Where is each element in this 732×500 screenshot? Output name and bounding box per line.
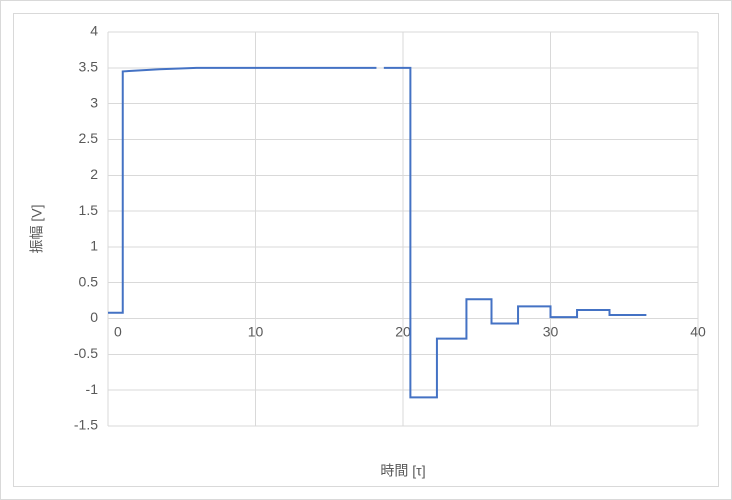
y-tick-label: 1	[90, 238, 98, 254]
y-tick-label: 1.5	[79, 202, 99, 218]
x-axis-label: 時間 [τ]	[380, 463, 425, 479]
series	[108, 68, 646, 398]
y-tick-label: 0.5	[79, 273, 99, 289]
chart-outer-frame: -1.5-1-0.500.511.522.533.54010203040振幅 […	[0, 0, 732, 500]
x-tick-label: 30	[543, 324, 559, 340]
x-tick-label: 10	[248, 324, 264, 340]
y-tick-label: -1	[86, 381, 99, 397]
y-tick-label: -0.5	[74, 345, 98, 361]
series-seg-1	[108, 68, 376, 313]
y-axis-label: 振幅 [V]	[29, 204, 45, 253]
y-tick-label: 4	[90, 23, 98, 39]
x-tick-label: 40	[690, 324, 706, 340]
y-tick-label: 0	[90, 309, 98, 325]
y-tick-label: 3.5	[79, 59, 99, 75]
grid	[108, 32, 698, 426]
series-seg-2	[384, 68, 647, 398]
y-tick-labels: -1.5 -1 -0.5 0 0.5 1 1.5 2 2.5 3 3.5 4	[74, 23, 98, 433]
x-tick-label: 20	[395, 324, 411, 340]
y-tick-label: -1.5	[74, 417, 98, 433]
y-tick-label: 2.5	[79, 130, 99, 146]
chart-inner-panel: -1.5-1-0.500.511.522.533.54010203040振幅 […	[13, 13, 719, 487]
y-tick-label: 2	[90, 166, 98, 182]
y-tick-label: 3	[90, 94, 98, 110]
x-tick-label: 0	[114, 324, 122, 340]
chart-svg: -1.5-1-0.500.511.522.533.54010203040振幅 […	[14, 14, 720, 488]
chart-plot-area: -1.5-1-0.500.511.522.533.54010203040振幅 […	[14, 14, 718, 486]
